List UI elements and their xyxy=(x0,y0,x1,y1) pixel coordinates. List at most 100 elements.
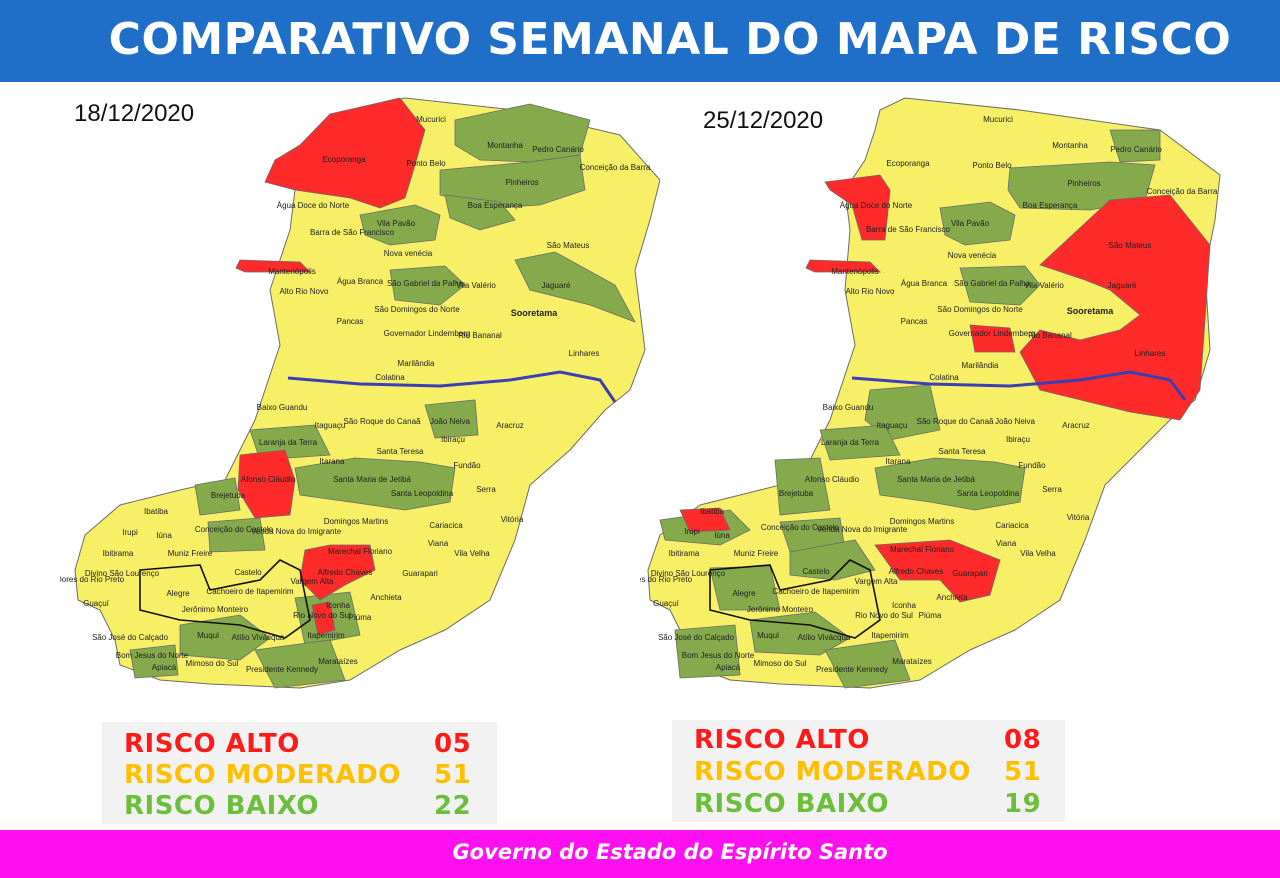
region-vila-pavao xyxy=(939,201,1016,246)
region-mantenopolis-alto xyxy=(805,259,881,273)
label-sao-domingos: São Domingos do Norte xyxy=(374,305,460,314)
label-sao-jose-calcado: São José do Calçado xyxy=(658,633,735,642)
label-marilandia: Marilândia xyxy=(962,361,999,370)
label-baixo-guandu: Baixo Guandu xyxy=(823,403,874,412)
label-linhares: Linhares xyxy=(1135,349,1166,358)
label-alfredo: Alfredo Chaves xyxy=(318,568,373,577)
label-viana: Viana xyxy=(428,539,449,548)
label-montanha: Montanha xyxy=(1052,141,1088,150)
region-sao-jose-apiaca xyxy=(674,624,741,679)
label-santa-leopoldina: Santa Leopoldina xyxy=(391,489,454,498)
label-jeronimo: Jerônimo Monteiro xyxy=(182,605,249,614)
region-laranja xyxy=(249,424,331,461)
label-conceicao-barra: Conceição da Barra xyxy=(580,163,651,172)
region-rio-novo-alto xyxy=(311,601,336,636)
label-mimoso: Mimoso do Sul xyxy=(186,659,239,668)
label-presidente-kennedy: Presidente Kennedy xyxy=(246,665,318,674)
label-vitoria: Vitória xyxy=(1067,513,1090,522)
page-title: COMPARATIVO SEMANAL DO MAPA DE RISCO xyxy=(108,14,1232,65)
label-santa-teresa: Santa Teresa xyxy=(377,447,425,456)
legend-row-moderado: RISCO MODERADO 51 xyxy=(102,760,497,790)
label-sao-roque: São Roque do Canaã xyxy=(344,417,422,426)
legend-left: RISCO ALTO 05 RISCO MODERADO 51 RISCO BA… xyxy=(102,722,497,824)
label-muniz-freire: Muniz Freire xyxy=(734,549,779,558)
label-vila-velha: Vila Velha xyxy=(1020,549,1056,558)
label-marechal: Marechal Floriano xyxy=(890,545,955,554)
risk-map-right: Mucurici Ecoporanga Montanha Pedro Canár… xyxy=(640,90,1240,700)
label-cariacica: Cariacica xyxy=(995,521,1029,530)
label-barra-sao-francisco: Barra de São Francisco xyxy=(310,228,395,237)
label-marechal: Marechal Floriano xyxy=(328,547,393,556)
label-rio-bananal: Rio Bananal xyxy=(458,331,502,340)
legend-label: RISCO BAIXO xyxy=(124,791,319,821)
label-pedro-canario: Pedro Canário xyxy=(1110,145,1162,154)
label-conceicao-castelo: Conceição do Castelo xyxy=(761,523,840,532)
label-montanha: Montanha xyxy=(487,141,523,150)
label-sao-jose-calcado: São José do Calçado xyxy=(92,633,169,642)
label-guacui: Guaçuí xyxy=(653,599,680,608)
label-alfredo: Alfredo Chaves xyxy=(889,567,944,576)
label-joao-neiva: João Neiva xyxy=(995,417,1036,426)
label-piuma: Piúma xyxy=(919,611,942,620)
label-presidente-kennedy: Presidente Kennedy xyxy=(816,665,888,674)
label-apiaca: Apiacá xyxy=(152,663,177,672)
region-alfredo-guarapari-alto xyxy=(874,539,1001,603)
region-afonso-claudio-alto xyxy=(237,449,296,519)
label-guarapari: Guarapari xyxy=(952,569,988,578)
label-itarana: Itarana xyxy=(886,457,911,466)
legend-row-alto: RISCO ALTO 08 xyxy=(672,725,1065,755)
label-afonso: Afonso Cláudio xyxy=(241,475,296,484)
label-alto-rio-novo: Alto Rio Novo xyxy=(280,287,329,296)
label-ibiracu: Ibiraçu xyxy=(1006,435,1030,444)
label-anchieta: Anchieta xyxy=(370,593,402,602)
legend-label: RISCO MODERADO xyxy=(124,760,401,790)
label-ecoporanga: Ecoporanga xyxy=(886,159,930,168)
sul-region-boundary xyxy=(709,559,881,639)
label-agua-doce: Água Doce do Norte xyxy=(277,201,350,210)
date-right: 25/12/2020 xyxy=(703,107,824,134)
label-sao-mateus: São Mateus xyxy=(1109,241,1152,250)
label-vargem-alta: Vargem Alta xyxy=(291,577,335,586)
region-santa-maria-leopoldina xyxy=(294,457,456,511)
region-conceicao-castelo xyxy=(207,517,266,553)
label-fundao: Fundão xyxy=(453,461,481,470)
label-baixo-guandu: Baixo Guandu xyxy=(257,403,308,412)
label-vila-valerio: Vila Valério xyxy=(1024,281,1064,290)
label-santa-maria: Santa Maria de Jetibá xyxy=(897,475,975,484)
municipality-labels: Mucurici Ecoporanga Montanha Pedro Canár… xyxy=(60,115,651,674)
label-castelo: Castelo xyxy=(802,567,830,576)
label-mucurici: Mucurici xyxy=(983,115,1013,124)
risk-map-left: Mucurici Ecoporanga Montanha Pedro Canár… xyxy=(60,90,660,700)
label-iconha: Iconha xyxy=(892,601,917,610)
label-castelo: Castelo xyxy=(234,568,262,577)
label-ponto-belo: Ponto Belo xyxy=(406,159,446,168)
label-muniz-freire: Muniz Freire xyxy=(168,549,213,558)
label-vitoria: Vitória xyxy=(501,515,524,524)
legend-row-baixo: RISCO BAIXO 22 xyxy=(102,791,497,821)
legend-count: 08 xyxy=(1004,725,1042,755)
legend-label: RISCO MODERADO xyxy=(694,757,971,787)
label-mantenopolis: Mantenópolis xyxy=(268,267,316,276)
label-ibiracu: Ibiraçu xyxy=(441,435,465,444)
label-cachoeiro: Cachoeiro de Itapemirim xyxy=(206,587,293,596)
label-itaguacu: Itaguaçu xyxy=(315,421,346,430)
label-muqui: Muqui xyxy=(757,631,779,640)
label-aracruz: Aracruz xyxy=(1062,421,1090,430)
label-itapemirim: Itapemirim xyxy=(307,631,345,640)
label-atilio: Atílio Vivácqua xyxy=(232,633,285,642)
label-vila-velha: Vila Velha xyxy=(454,549,490,558)
label-agua-doce: Água Doce do Norte xyxy=(840,201,913,210)
label-ibatiba: Ibatiba xyxy=(144,507,169,516)
label-sooretama: Sooretama xyxy=(1067,306,1115,316)
region-joao-neiva xyxy=(424,399,479,439)
label-venda-nova: Venda Nova do Imigrante xyxy=(251,527,342,536)
region-boa-esperanca xyxy=(444,194,516,231)
region-afonso-brejetuba xyxy=(774,457,831,516)
label-nova-venecia: Nova venécia xyxy=(384,249,433,258)
label-jaguare: Jaguaré xyxy=(1108,281,1137,290)
region-vila-pavao xyxy=(359,204,441,246)
label-sao-roque: São Roque do Canaã xyxy=(917,417,995,426)
legend-right: RISCO ALTO 08 RISCO MODERADO 51 RISCO BA… xyxy=(672,720,1065,822)
footer-text: Governo do Estado do Espírito Santo xyxy=(452,840,888,864)
label-alto-rio-novo: Alto Rio Novo xyxy=(846,287,895,296)
